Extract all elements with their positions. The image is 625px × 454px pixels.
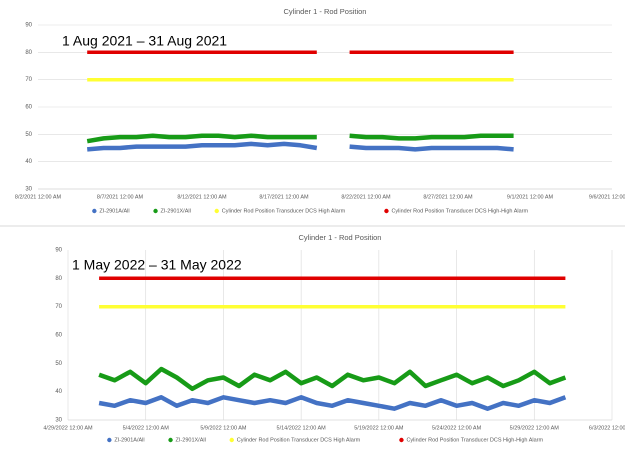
legend-marker — [168, 437, 173, 443]
x-tick-label: 8/22/2021 12:00 AM — [341, 194, 391, 200]
legend-marker — [384, 208, 389, 214]
legend-label: ZI-2901A/All — [99, 208, 129, 214]
y-tick-label: 80 — [55, 276, 62, 282]
y-tick-label: 70 — [25, 77, 32, 83]
series-line — [86, 133, 514, 144]
series-line — [98, 366, 567, 392]
chart-title: Cylinder 1 - Rod Position — [284, 7, 367, 16]
y-tick-label: 50 — [55, 361, 62, 367]
chart-title: Cylinder 1 - Rod Position — [299, 233, 382, 242]
annotation: 1 May 2022 – 31 May 2022 — [72, 257, 242, 273]
y-tick-label: 70 — [55, 304, 62, 310]
legend-marker — [153, 208, 158, 214]
legend-label: ZI-2901X/All — [161, 208, 191, 214]
y-tick-label: 60 — [25, 105, 32, 111]
legend-label: ZI-2901X/All — [176, 437, 206, 443]
series-line — [87, 141, 514, 152]
x-tick-label: 8/7/2021 12:00 AM — [97, 194, 144, 200]
y-tick-label: 30 — [25, 187, 32, 193]
x-tick-label: 8/2/2021 12:00 AM — [15, 194, 62, 200]
annotation: 1 Aug 2021 – 31 Aug 2021 — [62, 33, 227, 49]
legend-label: ZI-2901A/All — [114, 437, 144, 443]
x-tick-label: 9/6/2021 12:00 AM — [589, 194, 625, 200]
x-tick-label: 5/4/2022 12:00 AM — [123, 425, 170, 431]
legend-label: Cylinder Rod Position Transducer DCS Hig… — [391, 208, 528, 214]
y-tick-label: 90 — [25, 23, 32, 29]
legend-label: Cylinder Rod Position Transducer DCS Hig… — [237, 437, 361, 443]
x-tick-label: 8/17/2021 12:00 AM — [259, 194, 309, 200]
legend-label: Cylinder Rod Position Transducer DCS Hig… — [406, 437, 543, 443]
y-tick-label: 40 — [25, 159, 32, 165]
series-line — [98, 395, 567, 411]
x-tick-label: 5/24/2022 12:00 AM — [432, 425, 482, 431]
x-tick-label: 5/19/2022 12:00 AM — [354, 425, 404, 431]
legend-label: Cylinder Rod Position Transducer DCS Hig… — [222, 208, 346, 214]
x-tick-label: 9/1/2021 12:00 AM — [507, 194, 554, 200]
x-tick-label: 5/9/2022 12:00 AM — [200, 425, 247, 431]
legend-marker — [229, 437, 234, 443]
y-tick-label: 60 — [55, 333, 62, 339]
legend-marker — [399, 437, 404, 443]
y-tick-label: 50 — [25, 132, 32, 138]
x-tick-label: 8/12/2021 12:00 AM — [177, 194, 227, 200]
legend-marker — [214, 208, 219, 214]
legend-marker — [107, 437, 112, 443]
x-tick-label: 6/3/2022 12:00 AM — [589, 425, 625, 431]
y-tick-label: 90 — [55, 248, 62, 254]
y-tick-label: 80 — [25, 50, 32, 56]
x-tick-label: 5/14/2022 12:00 AM — [277, 425, 327, 431]
x-tick-label: 8/27/2021 12:00 AM — [423, 194, 473, 200]
y-tick-label: 30 — [55, 418, 62, 424]
x-tick-label: 5/29/2022 12:00 AM — [510, 425, 560, 431]
y-tick-label: 40 — [55, 389, 62, 395]
x-tick-label: 4/29/2022 12:00 AM — [43, 425, 93, 431]
legend-marker — [92, 208, 97, 214]
